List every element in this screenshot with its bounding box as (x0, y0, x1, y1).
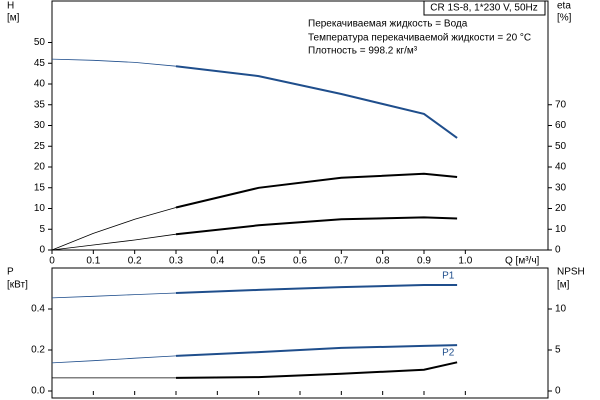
y-tick-label: 35 (34, 99, 46, 110)
y2-tick-label: 0 (555, 386, 561, 397)
y-tick-label: 10 (34, 203, 46, 214)
annotation: Температура перекачиваемой жидкости = 20… (308, 33, 531, 44)
y2-tick-label: 70 (555, 99, 567, 110)
y2-tick-label: 30 (555, 182, 567, 193)
y-tick-label: 50 (34, 37, 46, 48)
x-tick-label: 0.5 (252, 256, 266, 267)
y2-tick-label: 40 (555, 162, 567, 173)
curve (175, 361, 458, 379)
curve (51, 233, 177, 251)
y2-tick-label: 50 (555, 141, 567, 152)
x-tick-label: 0.4 (210, 256, 224, 267)
y-tick-label: 30 (34, 120, 46, 131)
curve (175, 284, 458, 294)
curve (51, 58, 177, 67)
y-tick-label: 20 (34, 162, 46, 173)
y-tick-label: 0 (39, 245, 45, 256)
y-tick-label: 25 (34, 141, 46, 152)
y-tick-label: 0.0 (31, 386, 45, 397)
x-tick-label: 0 (49, 256, 55, 267)
curve (175, 65, 458, 139)
y2-axis-label: eta (557, 1, 571, 12)
y2-tick-label: 60 (555, 120, 567, 131)
y-axis-unit: [м] (7, 13, 20, 24)
curve (175, 216, 458, 236)
x-tick-label: 0.1 (86, 256, 100, 267)
series-label: P1 (442, 271, 455, 282)
y2-tick-label: 10 (555, 224, 567, 235)
y2-axis-label: NPSH (557, 267, 585, 278)
y-tick-label: 15 (34, 182, 46, 193)
curve (51, 292, 177, 299)
x-tick-label: 0.6 (293, 256, 307, 267)
y-tick-label: 0.2 (31, 345, 45, 356)
y-tick-label: 0.4 (31, 304, 45, 315)
y2-tick-label: 10 (555, 304, 567, 315)
y-axis-label: P (7, 267, 14, 278)
annotation: Плотность = 998.2 кг/м³ (308, 46, 418, 57)
y-tick-label: 40 (34, 79, 46, 90)
x-axis-label: Q [м³/ч] (505, 256, 540, 267)
x-tick-label: 0.3 (169, 256, 183, 267)
x-tick-label: 0.9 (417, 256, 431, 267)
annotation: Перекачиваемая жидкость = Вода (308, 19, 468, 30)
y2-axis-unit: [м] (557, 280, 570, 291)
chart-title: CR 1S-8, 1*230 V, 50Hz (430, 3, 537, 14)
curve (51, 355, 177, 364)
series-label: P2 (442, 348, 455, 359)
y-axis-unit: [кВт] (7, 280, 28, 291)
y2-tick-label: 0 (555, 245, 561, 256)
plot-frame (51, 267, 549, 399)
y-tick-label: 5 (39, 224, 45, 235)
y2-tick-label: 20 (555, 203, 567, 214)
x-tick-label: 0.7 (334, 256, 348, 267)
curve (175, 344, 458, 357)
y2-axis-unit: [%] (557, 13, 572, 24)
curve (175, 172, 458, 209)
y-axis-label: H (7, 1, 14, 12)
x-tick-label: 0.8 (376, 256, 390, 267)
curve (51, 207, 177, 251)
x-tick-label: 0.2 (128, 256, 142, 267)
title-box (423, 0, 546, 16)
y-tick-label: 45 (34, 58, 46, 69)
x-tick-label: 1.0 (458, 256, 472, 267)
y2-tick-label: 5 (555, 345, 561, 356)
